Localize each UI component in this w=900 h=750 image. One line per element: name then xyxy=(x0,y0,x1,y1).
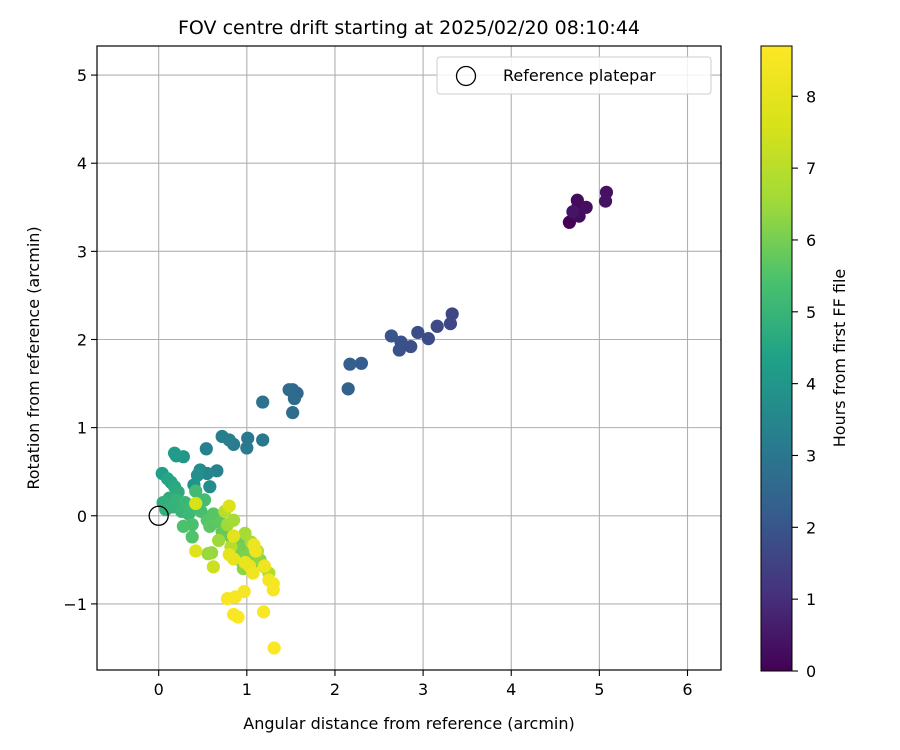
x-tick-label: 3 xyxy=(418,680,428,699)
data-point xyxy=(189,496,203,511)
x-tick-label: 4 xyxy=(506,680,516,699)
data-point xyxy=(267,641,281,655)
y-tick-label: 1 xyxy=(77,419,87,438)
data-point xyxy=(231,610,245,624)
x-tick-label: 6 xyxy=(682,680,692,699)
data-point xyxy=(241,431,255,445)
x-tick-label: 0 xyxy=(154,680,164,699)
x-axis-label: Angular distance from reference (arcmin) xyxy=(243,714,574,733)
data-point xyxy=(384,329,398,343)
data-point xyxy=(256,433,270,447)
data-point xyxy=(256,605,271,619)
colorbar-tick-label: 4 xyxy=(806,375,816,394)
x-tick-label: 5 xyxy=(594,680,604,699)
data-point xyxy=(227,529,241,543)
data-point xyxy=(421,332,435,346)
data-point xyxy=(246,566,260,580)
colorbar-tick-label: 2 xyxy=(806,518,816,537)
data-point xyxy=(343,357,357,371)
colorbar-tick-label: 8 xyxy=(806,87,816,106)
data-point xyxy=(201,547,215,561)
y-tick-label: 4 xyxy=(77,154,87,173)
data-point xyxy=(341,382,355,396)
chart-title: FOV centre drift starting at 2025/02/20 … xyxy=(178,17,640,39)
legend: Reference platepar xyxy=(436,56,712,95)
grid-lines xyxy=(97,46,721,670)
data-point xyxy=(176,519,190,533)
data-point xyxy=(579,200,593,214)
data-point xyxy=(411,325,425,340)
y-axis-label: Rotation from reference (arcmin) xyxy=(24,226,43,489)
data-point xyxy=(249,544,263,558)
data-point xyxy=(598,194,613,208)
plot-frame xyxy=(96,45,722,671)
x-axis-ticks: 0 1 2 3 4 5 6 xyxy=(154,670,693,699)
colorbar-tick-label: 1 xyxy=(806,590,816,609)
colorbar-tick-label: 6 xyxy=(806,231,816,250)
colorbar: 0 1 2 3 4 5 6 7 8 Hours from first FF file xyxy=(760,45,849,681)
data-point xyxy=(430,319,444,333)
data-point xyxy=(199,442,213,456)
data-point xyxy=(206,507,220,521)
y-tick-label: 5 xyxy=(77,66,87,85)
data-point xyxy=(167,446,182,460)
data-point xyxy=(212,533,226,548)
colorbar-tick-label: 7 xyxy=(806,159,816,178)
legend-reference-marker xyxy=(455,65,477,87)
colorbar-gradient xyxy=(760,45,793,672)
x-tick-label: 1 xyxy=(242,680,252,699)
data-point xyxy=(189,484,203,498)
x-tick-label: 2 xyxy=(330,680,340,699)
reference-platepar-marker xyxy=(148,505,169,526)
data-point xyxy=(189,544,203,558)
colorbar-tick-label: 5 xyxy=(806,303,816,322)
data-point xyxy=(570,193,584,207)
data-point xyxy=(215,429,229,444)
data-point xyxy=(220,592,235,606)
legend-box xyxy=(436,56,712,95)
data-point xyxy=(354,356,369,370)
data-point xyxy=(287,391,302,406)
data-points xyxy=(148,185,614,655)
data-point xyxy=(203,480,217,494)
colorbar-ticks: 0 1 2 3 4 5 6 7 8 xyxy=(792,87,816,681)
colorbar-tick-label: 0 xyxy=(806,662,816,681)
data-point xyxy=(566,205,580,219)
data-point xyxy=(227,513,241,527)
y-tick-label: −1 xyxy=(63,595,87,614)
data-point xyxy=(257,559,272,573)
data-point xyxy=(206,560,220,574)
data-point xyxy=(256,395,270,409)
y-tick-label: 0 xyxy=(77,507,87,526)
y-tick-label: 3 xyxy=(77,242,87,261)
data-point xyxy=(222,499,236,513)
data-point xyxy=(185,530,199,544)
y-axis-ticks: −1 0 1 2 3 4 5 xyxy=(63,66,97,614)
y-tick-label: 2 xyxy=(77,330,87,349)
data-point xyxy=(266,583,280,597)
data-point xyxy=(394,335,408,349)
data-point xyxy=(240,441,254,455)
legend-label: Reference platepar xyxy=(503,66,656,85)
data-point xyxy=(443,317,458,331)
data-point xyxy=(286,406,300,420)
data-point xyxy=(227,552,241,566)
colorbar-tick-label: 3 xyxy=(806,446,816,465)
colorbar-label: Hours from first FF file xyxy=(830,269,849,448)
data-point xyxy=(203,519,217,533)
